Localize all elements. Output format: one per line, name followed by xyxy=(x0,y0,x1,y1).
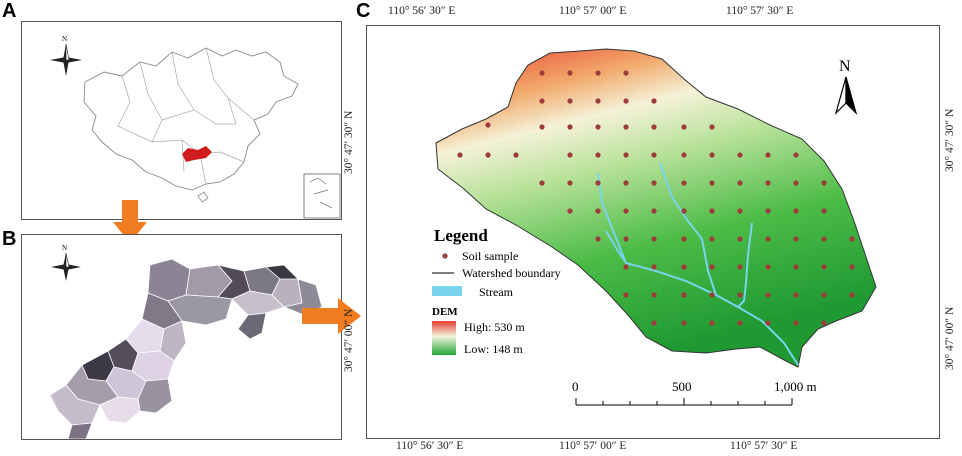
legend-soil-sample-symbol xyxy=(442,253,448,259)
coord-bottom-3: 110° 57′ 30″ E xyxy=(730,440,798,452)
arrow-right-icon xyxy=(302,298,361,334)
legend-dem-high: High: 530 m xyxy=(464,320,525,334)
panel-c-letter: C xyxy=(356,0,371,22)
legend-stream-label: Stream xyxy=(479,285,514,299)
scale-label-1000: 1,000 m xyxy=(774,379,817,394)
panel-b-letter: B xyxy=(2,228,17,250)
coord-left-1: 30° 47′ 30″ N xyxy=(343,110,355,174)
panel-b-north-label: N xyxy=(62,244,67,252)
scale-bar: 0 500 1,000 m xyxy=(572,379,817,406)
panel-a-north-label: N xyxy=(62,35,67,43)
stream-network xyxy=(597,162,799,366)
north-arrow-icon: N xyxy=(51,244,81,281)
china-outline xyxy=(83,47,299,191)
legend: Legend Soil sample Watershed boundary St… xyxy=(432,226,561,356)
arrow-down-icon xyxy=(113,200,147,243)
legend-dem-ramp xyxy=(432,321,456,355)
region-map: N xyxy=(49,244,323,440)
legend-boundary-label: Watershed boundary xyxy=(462,266,561,280)
legend-dem-low: Low: 148 m xyxy=(464,342,523,356)
county-polygons xyxy=(49,258,323,440)
hainan-island xyxy=(197,191,209,203)
north-arrow-icon: N xyxy=(834,58,858,116)
panel-b-map: N xyxy=(21,234,342,440)
legend-dem-title: DEM xyxy=(432,306,458,318)
scale-label-0: 0 xyxy=(572,379,579,394)
legend-title: Legend xyxy=(434,226,488,245)
panel-a-letter: A xyxy=(2,0,17,22)
legend-stream-symbol xyxy=(432,286,462,296)
china-map: N xyxy=(50,35,341,219)
panel-a-map: N xyxy=(21,21,342,220)
north-arrow-icon: N xyxy=(50,35,82,76)
coord-top-1: 110° 56′ 30″ E xyxy=(388,5,456,17)
legend-soil-sample-label: Soil sample xyxy=(462,249,518,263)
coord-top-2: 110° 57′ 00″ E xyxy=(559,5,627,17)
panel-c-north-label: N xyxy=(839,58,851,75)
coord-bottom-2: 110° 57′ 00″ E xyxy=(559,440,627,452)
study-area-highlight xyxy=(182,146,212,162)
watershed-map: N Legend Soil sample Watershed boundary … xyxy=(432,48,877,406)
scale-label-500: 500 xyxy=(672,379,692,394)
soil-sample-points xyxy=(457,70,855,326)
coord-top-3: 110° 57′ 30″ E xyxy=(726,5,794,17)
watershed-dem xyxy=(435,48,877,368)
coord-right-1: 30° 47′ 30″ N xyxy=(944,108,956,172)
coord-right-2: 30° 47′ 00″ N xyxy=(944,306,956,370)
coord-left-2: 30° 47′ 00″ N xyxy=(343,308,355,372)
coord-bottom-1: 110° 56′ 30″ E xyxy=(396,440,464,452)
